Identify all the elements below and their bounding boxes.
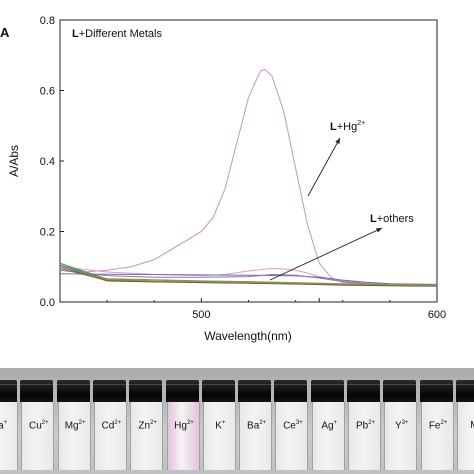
vial-glass: Hg2+ bbox=[166, 402, 200, 470]
vial-glass: Mg2+ bbox=[57, 402, 91, 470]
vial: Hg2+ bbox=[165, 380, 200, 474]
vial: Ba2+ bbox=[238, 380, 273, 474]
plot-frame bbox=[59, 19, 438, 303]
vial-cap bbox=[129, 380, 163, 402]
vial-glass: Zn2+ bbox=[130, 402, 164, 470]
vial-label: Cd2+ bbox=[101, 420, 122, 432]
vial-glass: Ba2+ bbox=[239, 402, 273, 470]
x-tick-label: 500 bbox=[192, 309, 210, 321]
vial-label: Pb2+ bbox=[355, 420, 376, 432]
title-bold: L bbox=[72, 28, 79, 40]
vial-label: Ce3+ bbox=[283, 420, 303, 432]
x-tick-label: 600 bbox=[428, 309, 446, 321]
vial-label: Ba2+ bbox=[247, 420, 267, 432]
vial-label: K+ bbox=[215, 420, 226, 432]
vial-label: Zn2+ bbox=[138, 420, 157, 432]
vial: K+ bbox=[201, 380, 236, 474]
vial: Ce3+ bbox=[274, 380, 309, 474]
vial-photo: a+ Cu2+ Mg2+ Cd2+ Zn2+ Hg2+ K+ Ba2+ Ce3+ Ag+ Pb2+ Y… bbox=[0, 368, 474, 474]
vial-cap bbox=[165, 380, 199, 402]
vial-label: M bbox=[458, 420, 474, 431]
vial-cap bbox=[419, 380, 453, 402]
y-tick-label: 0.0 bbox=[40, 297, 55, 309]
vial: Fe2+ bbox=[419, 380, 454, 474]
vial: Pb2+ bbox=[347, 380, 381, 474]
vial-cap bbox=[201, 380, 235, 402]
vial-glass: a+ bbox=[0, 402, 18, 470]
vial: a+ bbox=[0, 380, 18, 474]
series-line-8 bbox=[59, 268, 438, 287]
chart-title: L+Different Metals bbox=[72, 28, 162, 40]
vial-cap bbox=[0, 380, 17, 402]
vial-glass: Ce3+ bbox=[275, 402, 309, 470]
y-tick-label: 0.2 bbox=[40, 227, 55, 239]
vial-cap bbox=[238, 380, 272, 402]
vial-glass: Fe2+ bbox=[420, 402, 454, 470]
series-line-2 bbox=[59, 273, 438, 285]
vial-cap bbox=[274, 380, 308, 402]
vial: Zn2+ bbox=[129, 380, 164, 474]
vial-glass: Ag+ bbox=[311, 402, 345, 470]
vial-label: Ag+ bbox=[321, 420, 338, 432]
vial: Mg2+ bbox=[56, 380, 91, 474]
annotation-label-0: L+Hg2+ bbox=[330, 120, 365, 133]
series-layer bbox=[59, 68, 438, 287]
annotation-arrow-1 bbox=[269, 227, 383, 281]
vial: Cd2+ bbox=[92, 380, 127, 474]
annotation-label-1: L+others bbox=[370, 213, 414, 225]
vial: Y3+ bbox=[383, 380, 418, 474]
series-line-3 bbox=[59, 269, 438, 286]
vial-glass: Pb2+ bbox=[348, 402, 381, 470]
vial-cap bbox=[347, 380, 380, 402]
annotation-arrow-0 bbox=[307, 137, 341, 197]
vial-label: Cu2+ bbox=[28, 420, 49, 432]
vial-cap bbox=[383, 380, 417, 402]
vial: Ag+ bbox=[310, 380, 345, 474]
vial-glass: Cu2+ bbox=[21, 402, 55, 470]
y-tick-label: 0.6 bbox=[40, 86, 55, 98]
y-axis-title: A/Abs bbox=[7, 145, 21, 177]
vial-glass: Cd2+ bbox=[93, 402, 127, 470]
vial-glass: M bbox=[456, 402, 474, 470]
series-line-9 bbox=[59, 266, 438, 286]
vial: M bbox=[455, 380, 474, 474]
arrow-head-0 bbox=[335, 138, 340, 144]
vial-glass: K+ bbox=[202, 402, 236, 470]
vial-label: Mg2+ bbox=[64, 420, 86, 432]
vial-label: a+ bbox=[0, 420, 8, 432]
vial-glass: Y3+ bbox=[384, 402, 418, 470]
annotation-layer: L+Hg2+ L+others bbox=[269, 120, 414, 281]
series-line-0 bbox=[59, 68, 438, 287]
axis-ticks: 0.0 0.2 0.4 0.6 0.8 500 600 bbox=[40, 15, 446, 321]
vial-cap bbox=[56, 380, 90, 402]
absorbance-chart: A 0.0 0.2 0.4 0.6 0.8 500 600 L+Hg2+ L+others L… bbox=[0, 15, 446, 343]
vial-label: Fe2+ bbox=[428, 420, 448, 432]
y-tick-label: 0.8 bbox=[40, 15, 55, 27]
vial-cap bbox=[310, 380, 344, 402]
panel-label: A bbox=[0, 25, 10, 40]
vial-cap bbox=[92, 380, 126, 402]
x-axis-title: Wavelength(nm) bbox=[204, 329, 292, 343]
y-tick-label: 0.4 bbox=[40, 156, 55, 168]
arrow-head-1 bbox=[376, 228, 382, 233]
vial-cap bbox=[455, 380, 474, 402]
vial-label: Y3+ bbox=[395, 420, 409, 432]
title-rest: +Different Metals bbox=[79, 28, 163, 40]
vial: Cu2+ bbox=[20, 380, 55, 474]
vial-cap bbox=[20, 380, 54, 402]
vial-label: Hg2+ bbox=[174, 420, 194, 432]
